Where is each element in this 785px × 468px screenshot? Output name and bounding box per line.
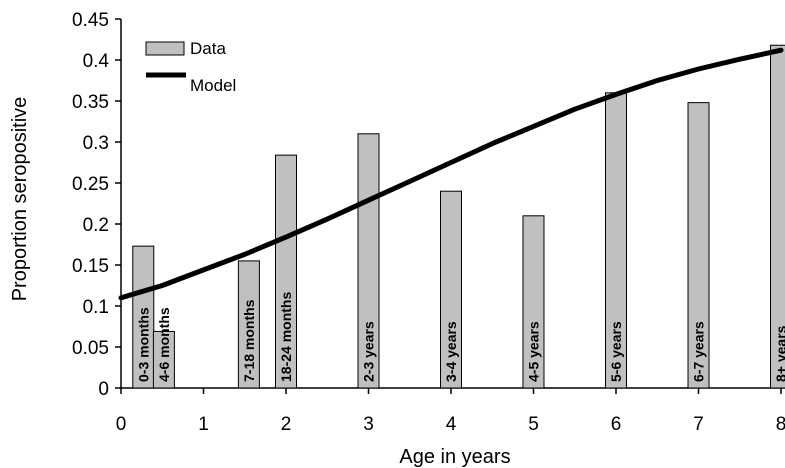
x-tick-label: 2: [281, 414, 292, 435]
y-tick-label: 0: [98, 379, 109, 400]
bar: [152, 330, 175, 389]
y-axis-title: Proportion seropositive: [9, 97, 31, 302]
bar-label: 3-4 years: [443, 321, 459, 382]
legend-label-model: Model: [190, 76, 236, 95]
plot-area: 0 0.05 0.1 0.15 0.2 0.25 0.3 0.35 0.4 0.45 0 1 2 3 4 5…: [72, 10, 785, 435]
bar-label: 4-6 months: [156, 307, 172, 382]
x-tick-label: 3: [363, 414, 374, 435]
x-tick-label: 1: [198, 414, 209, 435]
bar-label: 5-6 years: [608, 321, 624, 382]
x-tick-label: 7: [693, 414, 704, 435]
x-tick-label: 5: [528, 414, 539, 435]
legend: Data Model: [145, 39, 236, 95]
bar: [132, 245, 155, 389]
legend-swatch-data: [145, 41, 185, 56]
legend-label-data: Data: [190, 39, 226, 58]
bar: [522, 215, 545, 389]
bar-label: 18-24 months: [278, 292, 294, 382]
x-axis-title: Age in years: [399, 446, 510, 468]
bar-label: 7-18 months: [241, 299, 257, 382]
x-axis-ticks: 0 1 2 3 4 5 6 7 8: [116, 388, 785, 435]
bar-label: 4-5 years: [526, 321, 542, 382]
y-axis-ticks: 0 0.05 0.1 0.15 0.2 0.25 0.3 0.35 0.4 0.45: [72, 10, 121, 400]
x-tick-label: 6: [611, 414, 622, 435]
bar: [237, 260, 260, 389]
bar: [770, 44, 785, 389]
bar: [275, 154, 297, 389]
x-tick-label: 8: [776, 414, 785, 435]
y-tick-label: 0.1: [83, 297, 109, 318]
y-tick-label: 0.2: [83, 215, 109, 236]
y-tick-label: 0.3: [83, 133, 109, 154]
x-tick-label: 4: [446, 414, 457, 435]
bar-labels: 0-3 months 4-6 months 7-18 months 18-24 mon…: [135, 292, 785, 382]
x-tick-label: 0: [116, 414, 127, 435]
bar-label: 8+ years: [773, 325, 785, 382]
bar: [440, 190, 462, 389]
model-line: [118, 47, 784, 301]
y-tick-label: 0.05: [72, 338, 109, 359]
y-tick-label: 0.45: [72, 10, 109, 31]
bar-label: 6-7 years: [691, 321, 707, 382]
y-tick-label: 0.25: [72, 174, 109, 195]
bar-label: 2-3 years: [361, 321, 377, 382]
y-tick-label: 0.35: [72, 92, 109, 113]
bar: [687, 102, 710, 389]
y-tick-label: 0.4: [83, 51, 110, 72]
y-tick-label: 0.15: [72, 256, 109, 277]
bar-label: 0-3 months: [135, 307, 151, 382]
